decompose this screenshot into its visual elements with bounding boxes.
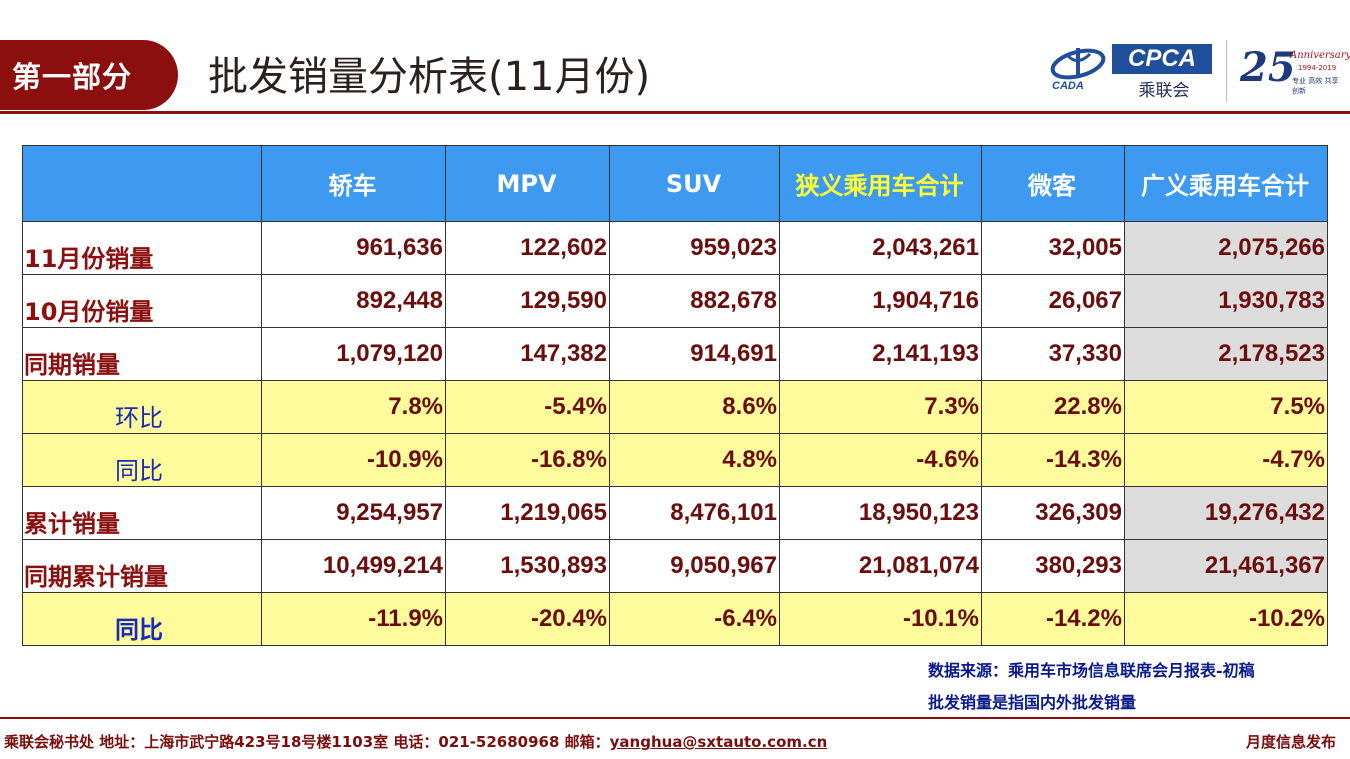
- table-cell: 2,043,261: [779, 221, 982, 275]
- table-cell: 21,081,074: [779, 539, 982, 593]
- table-cell: 380,293: [981, 539, 1125, 593]
- row-label: 同比: [22, 433, 262, 487]
- cpca-subtitle: 乘联会: [1138, 81, 1190, 101]
- table-cell: 914,691: [609, 327, 780, 381]
- table-cell: 37,330: [981, 327, 1125, 381]
- row-label: 环比: [22, 380, 262, 434]
- definition-note: 批发销量是指国内外批发销量: [928, 693, 1137, 712]
- table-cell: 122,602: [445, 221, 610, 275]
- anniversary-logo: 25 Anniversary 1994-2019 专业 高效 共享 创新: [1238, 44, 1350, 100]
- cada-logo: CADA: [1048, 44, 1108, 94]
- table-cell: -10.9%: [261, 433, 446, 487]
- table-cell: -6.4%: [609, 592, 780, 646]
- table-cell: 9,254,957: [261, 486, 446, 540]
- table-cell: -20.4%: [445, 592, 610, 646]
- table-cell: 26,067: [981, 274, 1125, 328]
- header-cell-suv: SUV: [609, 145, 780, 222]
- table-cell: 2,178,523: [1124, 327, 1328, 381]
- table-row: 同比 -10.9% -16.8% 4.8% -4.6% -14.3% -4.7%: [22, 433, 1328, 487]
- table-cell: 129,590: [445, 274, 610, 328]
- footer-divider: [0, 717, 1350, 719]
- header-cell-empty: [22, 145, 262, 222]
- cpca-logo: CPCA 乘联会: [1112, 44, 1216, 101]
- table-cell: 1,904,716: [779, 274, 982, 328]
- table-cell: -14.3%: [981, 433, 1125, 487]
- table-cell: 2,141,193: [779, 327, 982, 381]
- table-cell: -4.7%: [1124, 433, 1328, 487]
- table-cell: 961,636: [261, 221, 446, 275]
- table-cell: 7.5%: [1124, 380, 1328, 434]
- table-cell: 4.8%: [609, 433, 780, 487]
- row-label: 11月份销量: [22, 221, 262, 275]
- table-cell: 10,499,214: [261, 539, 446, 593]
- table-cell: -14.2%: [981, 592, 1125, 646]
- table-row: 同期累计销量 10,499,214 1,530,893 9,050,967 21…: [22, 539, 1328, 593]
- table-cell: 21,461,367: [1124, 539, 1328, 593]
- data-source-note: 数据来源：乘用车市场信息联席会月报表-初稿: [928, 661, 1255, 680]
- table-cell: 2,075,266: [1124, 221, 1328, 275]
- header-cell-narrow-total: 狭义乘用车合计: [779, 145, 982, 222]
- table-header-row: 轿车 MPV SUV 狭义乘用车合计 微客 广义乘用车合计: [22, 145, 1328, 222]
- table-cell: 22.8%: [981, 380, 1125, 434]
- table-row: 同期销量 1,079,120 147,382 914,691 2,141,193…: [22, 327, 1328, 381]
- table-cell: -5.4%: [445, 380, 610, 434]
- anniversary-number: 25: [1240, 44, 1296, 91]
- table-cell: 147,382: [445, 327, 610, 381]
- table-cell: 959,023: [609, 221, 780, 275]
- footer-contact: 乘联会秘书处 地址：上海市武宁路423号18号楼1103室 电话：021-526…: [4, 731, 827, 752]
- page-title: 批发销量分析表(11月份): [208, 54, 651, 100]
- table-cell: 8.6%: [609, 380, 780, 434]
- row-label: 同期销量: [22, 327, 262, 381]
- table-cell: 32,005: [981, 221, 1125, 275]
- row-label: 10月份销量: [22, 274, 262, 328]
- table-cell: 19,276,432: [1124, 486, 1328, 540]
- anniversary-slogan: 专业 高效 共享 创新: [1292, 77, 1339, 95]
- cpca-text: CPCA: [1112, 44, 1212, 74]
- anniversary-word: Anniversary: [1290, 50, 1350, 61]
- table-cell: 1,530,893: [445, 539, 610, 593]
- table-cell: 1,079,120: [261, 327, 446, 381]
- footer-contact-text: 乘联会秘书处 地址：上海市武宁路423号18号楼1103室 电话：021-526…: [4, 733, 610, 751]
- table-cell: 18,950,123: [779, 486, 982, 540]
- footer-email-link[interactable]: yanghua@sxtauto.com.cn: [609, 733, 828, 751]
- header-cell-minivan: 微客: [981, 145, 1125, 222]
- anniversary-years: 1994-2019: [1298, 64, 1337, 72]
- table-cell: -10.2%: [1124, 592, 1328, 646]
- table-cell: -11.9%: [261, 592, 446, 646]
- table-cell: 882,678: [609, 274, 780, 328]
- table-cell: 8,476,101: [609, 486, 780, 540]
- row-label: 累计销量: [22, 486, 262, 540]
- table-cell: 892,448: [261, 274, 446, 328]
- sales-table: 轿车 MPV SUV 狭义乘用车合计 微客 广义乘用车合计 11月份销量 961…: [22, 145, 1328, 646]
- table-row: 11月份销量 961,636 122,602 959,023 2,043,261…: [22, 221, 1328, 275]
- table-cell: 1,930,783: [1124, 274, 1328, 328]
- row-label: 同比: [22, 592, 262, 646]
- table-cell: 7.8%: [261, 380, 446, 434]
- table-cell: -4.6%: [779, 433, 982, 487]
- table-row: 累计销量 9,254,957 1,219,065 8,476,101 18,95…: [22, 486, 1328, 540]
- table-cell: 9,050,967: [609, 539, 780, 593]
- footer-publication-label: 月度信息发布: [1245, 733, 1336, 751]
- logo-divider: [1226, 40, 1227, 102]
- header-cell-sedan: 轿车: [261, 145, 446, 222]
- table-cell: 326,309: [981, 486, 1125, 540]
- table-row: 同比 -11.9% -20.4% -6.4% -10.1% -14.2% -10…: [22, 592, 1328, 646]
- cada-text: CADA: [1052, 80, 1084, 92]
- table-cell: -16.8%: [445, 433, 610, 487]
- header-cell-mpv: MPV: [445, 145, 610, 222]
- table-cell: 1,219,065: [445, 486, 610, 540]
- table-row: 10月份销量 892,448 129,590 882,678 1,904,716…: [22, 274, 1328, 328]
- header-cell-broad-total: 广义乘用车合计: [1124, 145, 1328, 222]
- table-cell: -10.1%: [779, 592, 982, 646]
- section-label: 第一部分: [12, 60, 133, 94]
- table-cell: 7.3%: [779, 380, 982, 434]
- row-label: 同期累计销量: [22, 539, 262, 593]
- table-row: 环比 7.8% -5.4% 8.6% 7.3% 22.8% 7.5%: [22, 380, 1328, 434]
- section-tab: 第一部分: [0, 40, 178, 110]
- header-divider: [0, 111, 1350, 114]
